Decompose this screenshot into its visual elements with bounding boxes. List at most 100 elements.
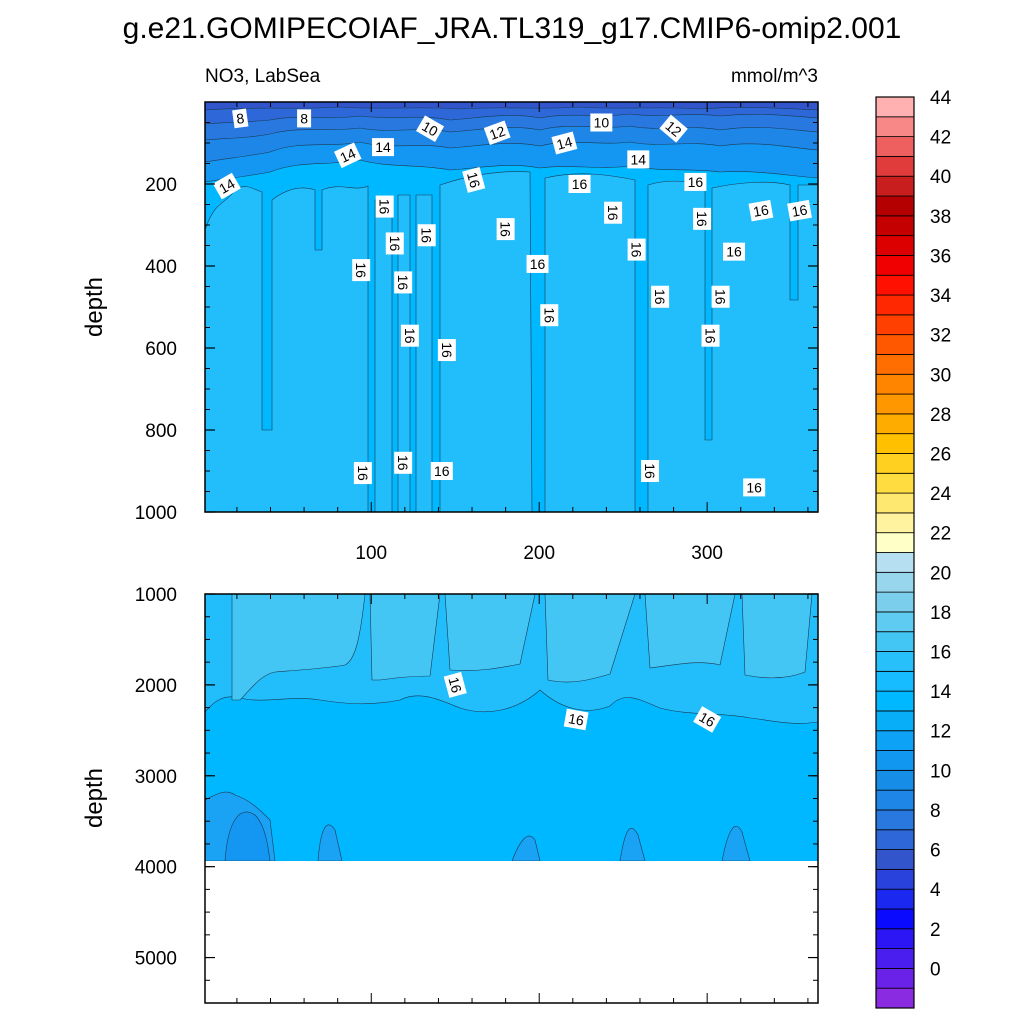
colorbar-swatch [875,195,915,217]
x-tick-labels: 100 200 300 [355,543,723,564]
colorbar-swatch [875,928,915,949]
chart-title: g.e21.GOMIPECOIAF_JRA.TL319_g17.CMIP6-om… [123,12,902,45]
contour-label-text: 16 [541,307,557,323]
contour-label: 10 [590,113,613,132]
colorbar-label: 38 [930,207,951,228]
colorbar-label: 44 [930,88,952,109]
lower-band-13 [224,811,271,862]
contour-label-box [568,175,591,193]
colorbar-swatch [875,750,915,771]
contour-label-box [353,462,372,485]
contour-label: 16 [430,462,453,480]
x-tick-label: 300 [691,543,723,564]
contour-label: 8 [232,108,249,129]
colorbar-swatch [875,492,915,514]
contour-label-text: 16 [752,201,770,219]
lower-axis-ticks: 1000 2000 3000 4000 5000 [135,585,818,1004]
contour-label-box [693,706,722,733]
colorbar-swatch [875,373,915,395]
contour-label-box [297,109,312,128]
contour-label: 16 [394,451,413,474]
contour-label-text: 16 [726,244,742,260]
contour-label-box [483,120,511,145]
contour-label: 14 [212,172,241,200]
contour-label-box [437,339,456,362]
colorbar-swatch [875,651,915,672]
contour-label-box [604,201,623,224]
contour-label: 16 [394,271,413,294]
contour-label-box [416,115,445,142]
colorbar-swatch [875,591,915,613]
colorbar-swatch [875,829,915,850]
contour-label: 16 [353,462,372,485]
contour-label-box [723,242,746,261]
colorbar-frame [875,96,915,1009]
y-tick-label: 4000 [135,858,177,879]
colorbar-swatch [875,175,915,197]
colorbar-swatch [875,472,915,494]
contour-label-text: 16 [642,463,658,479]
contour-label-box [333,142,362,169]
contour-label-text: 14 [216,175,238,197]
colorbar-label: 8 [930,801,941,822]
contour-label-box [684,172,707,191]
contour-label-text: 12 [487,122,507,142]
contour-label: 10 [416,115,445,142]
x-tick-label: 200 [523,543,555,564]
colorbar-swatch [875,136,915,157]
contour-label-box [711,285,730,308]
colorbar-label: 16 [930,643,951,664]
contour-label: 14 [333,142,362,169]
colorbar-swatch [875,571,915,593]
contour-label-text: 16 [419,227,435,243]
contour-label-text: 16 [696,709,718,731]
contour-label-text: 16 [694,211,710,227]
contour-label-box [540,304,559,327]
y-tick-label: 2000 [135,676,177,697]
y-tick-label: 600 [145,339,177,360]
contour-label: 16 [375,195,394,218]
contour-label-box [372,138,395,157]
colorbar-swatch [875,354,915,375]
colorbar-swatch [875,908,915,930]
colorbar-swatch [875,274,915,296]
contour-label: 12 [659,114,688,143]
colorbar-label: 20 [930,563,951,584]
contour-label-text: 16 [395,455,411,471]
contour-label: 16 [563,708,589,731]
upper-axis-ticks: 200 400 600 800 1000 [135,101,818,524]
contour-label-text: 10 [594,115,610,131]
contour-label-text: 14 [631,151,647,167]
contour-label-box [394,271,413,294]
contour-label-box [787,199,812,222]
colorbar-swatch [875,868,915,890]
colorbar-label: 32 [930,326,951,347]
upper-contour-labels: 8 8 10 12 10 12 14 14 14 14 14 16 16 16 16 16 16 16 16 16 16… [212,108,812,497]
contour-label: 16 [787,199,812,222]
contour-label: 16 [748,199,774,222]
contour-label: 16 [400,324,419,347]
contour-label: 16 [443,671,467,698]
lower-band-17 [231,594,813,701]
colorbar-swatch [875,453,915,474]
contour-label-box [394,451,413,474]
colorbar-label: 22 [930,524,951,545]
lower-ylabel: depth [81,768,108,828]
contour-label: 16 [604,201,623,224]
contour-label: 16 [693,706,722,733]
contour-label-text: 16 [713,289,729,305]
contour-label: 16 [723,242,746,261]
contour-label-text: 16 [353,262,369,278]
colorbar-swatch [875,433,915,454]
contour-label-box [232,108,249,129]
contour-label-box [693,207,712,230]
contour-label: 16 [743,478,766,497]
colorbar-label: 14 [930,682,952,703]
upper-contour-fill [205,102,818,512]
contour-label-text: 16 [605,205,621,221]
y-tick-label: 1000 [135,503,177,524]
x-tick-label: 100 [355,543,387,564]
colorbar-swatch [875,334,915,355]
colorbar-swatch [875,611,915,633]
